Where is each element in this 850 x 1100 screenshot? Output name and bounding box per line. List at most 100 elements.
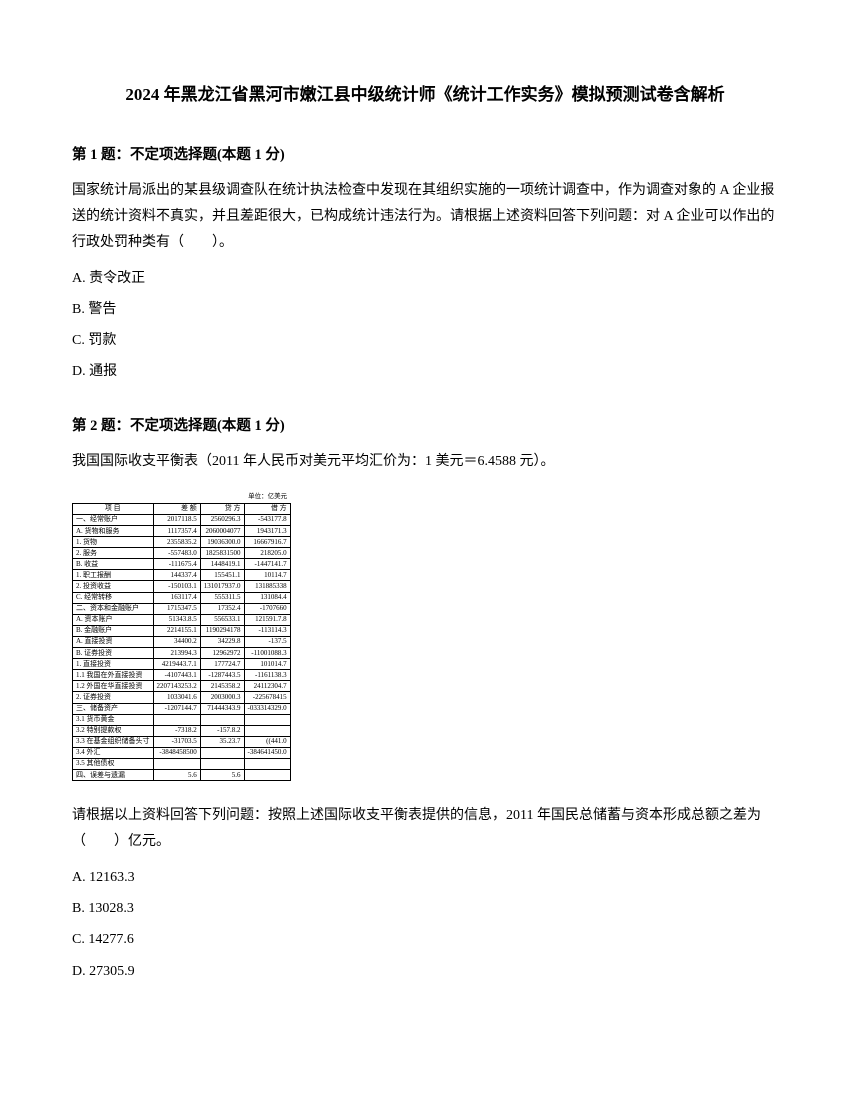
table-cell: 5.6 (200, 770, 244, 781)
table-cell: A. 资本账户 (73, 614, 154, 625)
table-cell: -137.5 (244, 636, 290, 647)
table-cell: -113114.3 (244, 625, 290, 636)
table-cell (244, 770, 290, 781)
q1-option-d: D. 通报 (72, 359, 778, 384)
table-cell: 2207143253.2 (153, 681, 200, 692)
table-cell: -1707660 (244, 603, 290, 614)
table-cell: 2. 投资收益 (73, 581, 154, 592)
table-cell: 1825831500 (200, 548, 244, 559)
table-cell: 121591.7.8 (244, 614, 290, 625)
table-row: 2. 证券投资1033041.62003000.3-225678415 (73, 692, 291, 703)
table-row: 2. 服务-557483.01825831500218205.0 (73, 548, 291, 559)
q1-header: 第 1 题：不定项选择题(本题 1 分) (72, 143, 778, 164)
table-row: 3.2 特别提款权-7318.2-157.8.2 (73, 725, 291, 736)
table-cell: 17352.4 (200, 603, 244, 614)
table-cell: -1287443.5 (200, 670, 244, 681)
table-cell: 35.23.7 (200, 736, 244, 747)
q1-text: 国家统计局派出的某县级调查队在统计执法检查中发现在其组织实施的一项统计调查中，作… (72, 178, 778, 256)
table-cell: -384641450.0 (244, 747, 290, 758)
table-cell: B. 证券投资 (73, 648, 154, 659)
table-cell: -543177.8 (244, 514, 290, 525)
table-row: 2. 投资收益-150103.1131017937.0131885338 (73, 581, 291, 592)
table-cell: 12962972 (200, 648, 244, 659)
table-row: B. 收益-111675.41448419.1-1447141.7 (73, 559, 291, 570)
table-cell: 2560296.3 (200, 514, 244, 525)
table-row: 1.2 外国在华直接投资2207143253.22145358.22411230… (73, 681, 291, 692)
table-cell: 1033041.6 (153, 692, 200, 703)
table-cell: 101014.7 (244, 659, 290, 670)
q2-header: 第 2 题：不定项选择题(本题 1 分) (72, 414, 778, 435)
table-cell: -150103.1 (153, 581, 200, 592)
table-header-row: 项 目 差 额 贷 方 借 方 (73, 503, 291, 514)
table-cell: 2017118.5 (153, 514, 200, 525)
table-row: 1. 直接投资4219443.7.1177724.7101014.7 (73, 659, 291, 670)
table-cell: 34400.2 (153, 636, 200, 647)
table-cell: A. 货物和服务 (73, 526, 154, 537)
bop-table: 单位：亿美元 项 目 差 额 贷 方 借 方 一、经常账户2017118.525… (72, 493, 291, 781)
table-cell: 2214155.1 (153, 625, 200, 636)
table-cell: ((441.0 (244, 736, 290, 747)
table-cell (153, 714, 200, 725)
table-row: 二、资本和金融账户1715347.517352.4-1707660 (73, 603, 291, 614)
table-cell: -3848458500 (153, 747, 200, 758)
table-cell: 三、储备资产 (73, 703, 154, 714)
table-cell: 1715347.5 (153, 603, 200, 614)
q1-option-a: A. 责令改正 (72, 266, 778, 291)
table-unit: 单位：亿美元 (73, 493, 291, 503)
table-cell: 3.1 货币黄金 (73, 714, 154, 725)
document-title: 2024 年黑龙江省黑河市嫩江县中级统计师《统计工作实务》模拟预测试卷含解析 (72, 80, 778, 105)
table-header-cell: 贷 方 (200, 503, 244, 514)
table-cell: 1117357.4 (153, 526, 200, 537)
table-header-cell: 借 方 (244, 503, 290, 514)
table-row: 1.1 我国在外直接投资-4107443.1-1287443.5-1161138… (73, 670, 291, 681)
table-cell: 131885338 (244, 581, 290, 592)
table-cell: 1. 职工报酬 (73, 570, 154, 581)
table-cell: 2145358.2 (200, 681, 244, 692)
table-cell: 10114.7 (244, 570, 290, 581)
table-row: 一、经常账户2017118.52560296.3-543177.8 (73, 514, 291, 525)
table-cell: 1.1 我国在外直接投资 (73, 670, 154, 681)
table-row: 四、误差与遗漏5.65.6 (73, 770, 291, 781)
table-cell: 3.2 特别提款权 (73, 725, 154, 736)
table-cell: B. 收益 (73, 559, 154, 570)
q2-option-a: A. 12163.3 (72, 865, 778, 890)
table-cell: 155451.1 (200, 570, 244, 581)
table-cell: 二、资本和金融账户 (73, 603, 154, 614)
table-cell: C. 经常转移 (73, 592, 154, 603)
table-cell: 1. 货物 (73, 537, 154, 548)
table-cell: -31703.5 (153, 736, 200, 747)
table-cell: -111675.4 (153, 559, 200, 570)
table-cell: 1190294178 (200, 625, 244, 636)
table-cell (200, 758, 244, 769)
table-row: 1. 职工报酬144337.4155451.110114.7 (73, 570, 291, 581)
table-cell: 144337.4 (153, 570, 200, 581)
table-cell: 213994.3 (153, 648, 200, 659)
table-cell: 1.2 外国在华直接投资 (73, 681, 154, 692)
table-cell (244, 758, 290, 769)
table-cell: -1447141.7 (244, 559, 290, 570)
table-cell: 3.4 外汇 (73, 747, 154, 758)
table-row: 3.3 在基金组织储备头寸-31703.535.23.7((441.0 (73, 736, 291, 747)
table-header-cell: 项 目 (73, 503, 154, 514)
table-cell (244, 725, 290, 736)
table-row: A. 直接投资34400.234229.8-137.5 (73, 636, 291, 647)
table-row: B. 金融账户2214155.11190294178-113114.3 (73, 625, 291, 636)
table-cell: 3.5 其他债权 (73, 758, 154, 769)
table-cell: 1448419.1 (200, 559, 244, 570)
table-cell: B. 金融账户 (73, 625, 154, 636)
table-cell: -033314329.0 (244, 703, 290, 714)
table-row: 1. 货物2355835.219036300.016667916.7 (73, 537, 291, 548)
table-header-cell: 差 额 (153, 503, 200, 514)
table-cell: 3.3 在基金组织储备头寸 (73, 736, 154, 747)
table-cell: -1161138.3 (244, 670, 290, 681)
q2-option-d: D. 27305.9 (72, 959, 778, 984)
table-cell: 163117.4 (153, 592, 200, 603)
table-cell: -4107443.1 (153, 670, 200, 681)
table-cell: 1943171.3 (244, 526, 290, 537)
table-cell: 2. 服务 (73, 548, 154, 559)
table-cell: -7318.2 (153, 725, 200, 736)
table-cell: 71444343.9 (200, 703, 244, 714)
table-cell: A. 直接投资 (73, 636, 154, 647)
table-cell: 24112304.7 (244, 681, 290, 692)
table-row: C. 经常转移163117.4555311.5131084.4 (73, 592, 291, 603)
